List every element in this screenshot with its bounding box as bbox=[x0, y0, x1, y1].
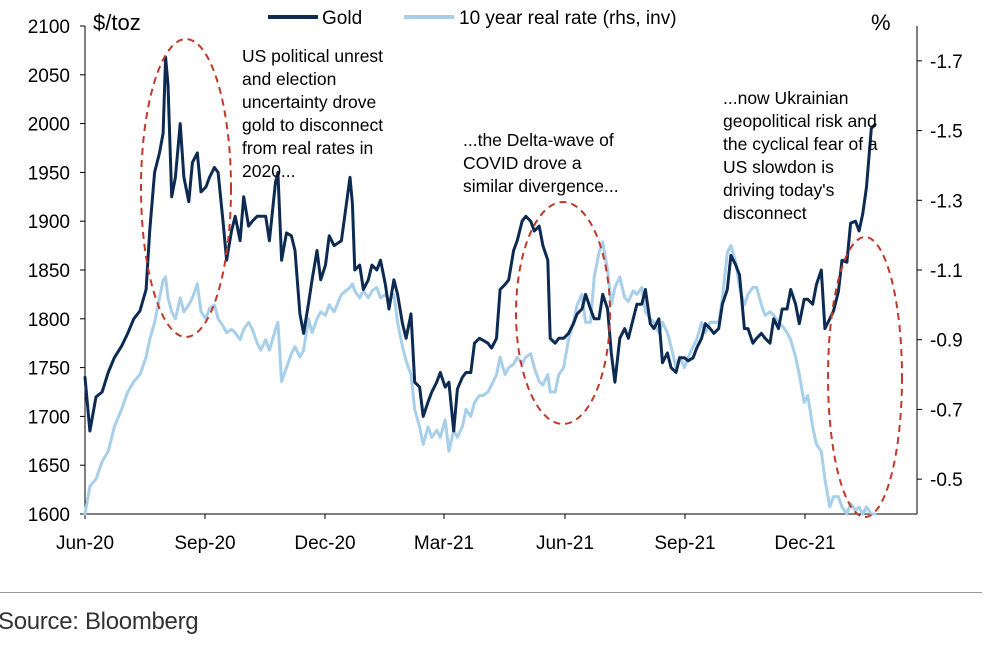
annotation-line: ...now Ukrainian bbox=[723, 88, 848, 108]
source-note: Source: Bloomberg bbox=[0, 608, 199, 635]
right-tick-label: -1.1 bbox=[930, 261, 963, 282]
highlight-ellipse-delta bbox=[515, 201, 611, 425]
left-tick-label: 1750 bbox=[28, 359, 70, 380]
x-tick-label: Sep-21 bbox=[654, 533, 715, 554]
annotation-line: driving today's bbox=[723, 180, 835, 200]
x-tick-label: Dec-21 bbox=[774, 533, 835, 554]
left-tick-label: 1800 bbox=[28, 310, 70, 331]
left-tick-label: 1600 bbox=[28, 505, 70, 526]
annotation-line: COVID drove a bbox=[463, 153, 582, 173]
left-tick-label: 2000 bbox=[28, 115, 70, 136]
left-axis-ticks: 1600 1650 1700 1750 1800 1850 1900 1950 2000 2050… bbox=[28, 17, 85, 526]
annotation-line: 2020... bbox=[242, 161, 296, 181]
left-tick-label: 1700 bbox=[28, 407, 70, 428]
annotation-ukraine: ...now Ukrainian geopolitical risk and t… bbox=[723, 88, 883, 223]
annotation-2020: US political unrest and election uncerta… bbox=[242, 46, 388, 181]
annotation-line: disconnect bbox=[723, 203, 807, 223]
left-tick-label: 1900 bbox=[28, 212, 70, 233]
annotation-line: ...the Delta-wave of bbox=[463, 130, 614, 150]
x-axis-ticks: Jun-20 Sep-20 Dec-20 Mar-21 Jun-21 Sep-21 Dec-… bbox=[56, 514, 836, 554]
series-layer bbox=[83, 55, 877, 516]
x-tick-label: Jun-20 bbox=[56, 533, 114, 554]
annotation-line: and election bbox=[242, 69, 336, 89]
series-line-real-rate bbox=[83, 240, 877, 516]
annotation-line: US slowdon is bbox=[723, 157, 834, 177]
legend: Gold 10 year real rate (rhs, inv) bbox=[268, 8, 677, 29]
series-line-gold bbox=[83, 55, 877, 433]
x-tick-label: Jun-21 bbox=[536, 533, 594, 554]
x-tick-label: Sep-20 bbox=[174, 533, 235, 554]
left-tick-label: 2100 bbox=[28, 17, 70, 38]
left-tick-label: 1650 bbox=[28, 456, 70, 477]
highlight-ellipse-ukraine bbox=[827, 236, 903, 518]
annotation-delta: ...the Delta-wave of COVID drove a simil… bbox=[463, 130, 619, 196]
left-axis-unit: $/toz bbox=[93, 10, 141, 35]
legend-label-gold: Gold bbox=[322, 8, 362, 29]
right-tick-label: -1.7 bbox=[930, 52, 963, 73]
right-tick-label: -0.9 bbox=[930, 331, 963, 352]
right-tick-label: -1.5 bbox=[930, 122, 963, 143]
highlight-ellipse-2020 bbox=[140, 38, 232, 338]
left-tick-label: 1850 bbox=[28, 261, 70, 282]
legend-label-real-rate: 10 year real rate (rhs, inv) bbox=[459, 8, 677, 29]
x-tick-label: Mar-21 bbox=[414, 533, 474, 554]
annotation-line: geopolitical risk and bbox=[723, 111, 877, 131]
right-tick-label: -1.3 bbox=[930, 191, 963, 212]
left-tick-label: 2050 bbox=[28, 66, 70, 87]
annotation-line: gold to disconnect bbox=[242, 115, 383, 135]
source-divider bbox=[0, 592, 982, 593]
x-tick-label: Dec-20 bbox=[294, 533, 355, 554]
right-tick-label: -0.7 bbox=[930, 400, 963, 421]
left-tick-label: 1950 bbox=[28, 163, 70, 184]
right-axis-ticks: -1.7 -1.5 -1.3 -1.1 -0.9 -0.7 -0.5 bbox=[917, 52, 963, 491]
annotation-line: from real rates in bbox=[242, 138, 373, 158]
annotation-line: uncertainty drove bbox=[242, 92, 376, 112]
gold-vs-real-rate-chart: 1600 1650 1700 1750 1800 1850 1900 1950 2000 2050… bbox=[28, 8, 963, 554]
annotation-line: US political unrest bbox=[242, 46, 383, 66]
annotation-line: similar divergence... bbox=[463, 176, 619, 196]
annotation-line: the cyclical fear of a bbox=[723, 134, 878, 154]
right-tick-label: -0.5 bbox=[930, 470, 963, 491]
right-axis-unit: % bbox=[871, 10, 891, 35]
